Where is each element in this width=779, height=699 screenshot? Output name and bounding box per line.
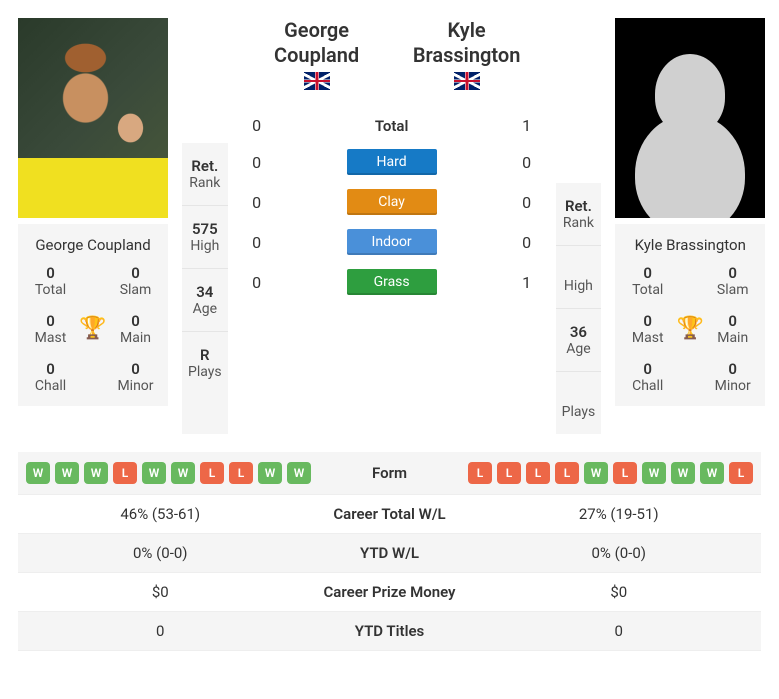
- form-chip: W: [700, 462, 724, 484]
- clay-chip: Clay: [347, 189, 437, 215]
- p2-age: 36Age: [556, 309, 602, 372]
- form-chip: L: [229, 462, 253, 484]
- p2-total: 0Total: [623, 264, 672, 298]
- p2-ytd-wl: 0% (0-0): [485, 544, 754, 562]
- p1-mast: 0Mast: [26, 312, 75, 346]
- h2h-indoor: 0 Indoor 0: [242, 229, 542, 255]
- player2-titles-grid: 0Total 0Slam 0Mast 🏆 0Main 0Chall 0Minor: [623, 264, 757, 394]
- player2-photo: [615, 18, 765, 218]
- p1-chall: 0Chall: [26, 360, 75, 394]
- h2h-total: 0 Total 1: [242, 116, 542, 135]
- p1-form: WWWLWWLLWW: [26, 462, 311, 484]
- form-chip: L: [113, 462, 137, 484]
- p2-form: LLLLWLWWWL: [468, 462, 753, 484]
- player2-stats-card: Ret.Rank High 36Age Plays: [556, 183, 602, 434]
- p2-plays: Plays: [556, 372, 602, 434]
- stats-table: WWWLWWLLWW Form LLLLWLWWWL 46% (53-61) C…: [0, 452, 779, 669]
- p1-total: 0Total: [26, 264, 75, 298]
- player1-column: George Coupland 0Total 0Slam 0Mast 🏆 0Ma…: [18, 18, 168, 434]
- h2h-grass: 0 Grass 1: [242, 269, 542, 295]
- form-chip: W: [142, 462, 166, 484]
- trophy-icon: 🏆: [672, 318, 708, 340]
- row-prize: $0 Career Prize Money $0: [18, 573, 761, 612]
- row-career-wl: 46% (53-61) Career Total W/L 27% (19-51): [18, 495, 761, 534]
- h2h-hard: 0 Hard 0: [242, 149, 542, 175]
- form-chip: L: [497, 462, 521, 484]
- form-chip: L: [613, 462, 637, 484]
- grass-chip: Grass: [347, 269, 437, 295]
- p2-high: High: [556, 246, 602, 309]
- row-ytd-wl: 0% (0-0) YTD W/L 0% (0-0): [18, 534, 761, 573]
- form-chip: L: [200, 462, 224, 484]
- player1-stats-card: Ret.Rank 575High 34Age RPlays: [182, 143, 228, 434]
- p2-rank: Ret.Rank: [556, 183, 602, 246]
- p1-main: 0Main: [111, 312, 160, 346]
- form-chip: W: [26, 462, 50, 484]
- form-chip: W: [642, 462, 666, 484]
- form-chip: W: [671, 462, 695, 484]
- p1-prize: $0: [26, 583, 295, 601]
- player2-titles-card: Kyle Brassington 0Total 0Slam 0Mast 🏆 0M…: [615, 224, 765, 406]
- trophy-icon: 🏆: [75, 318, 111, 340]
- indoor-chip: Indoor: [347, 229, 437, 255]
- p1-rank: Ret.Rank: [182, 143, 228, 206]
- p1-ytd-titles: 0: [26, 622, 295, 640]
- p2-slam: 0Slam: [708, 264, 757, 298]
- form-chip: W: [171, 462, 195, 484]
- top-section: George Coupland 0Total 0Slam 0Mast 🏆 0Ma…: [0, 0, 779, 452]
- form-chip: L: [526, 462, 550, 484]
- form-chip: W: [84, 462, 108, 484]
- h2h-section: 0 Total 1 0 Hard 0 0 Clay 0 0 Indoor 0 0: [242, 102, 542, 309]
- player1-name-small: George Coupland: [26, 236, 160, 254]
- player1-titles-grid: 0Total 0Slam 0Mast 🏆 0Main 0Chall 0Minor: [26, 264, 160, 394]
- p1-ytd-wl: 0% (0-0): [26, 544, 295, 562]
- form-chip: L: [555, 462, 579, 484]
- player1-photo: [18, 18, 168, 218]
- p1-plays: RPlays: [182, 332, 228, 394]
- player1-titles-card: George Coupland 0Total 0Slam 0Mast 🏆 0Ma…: [18, 224, 168, 406]
- form-chip: L: [468, 462, 492, 484]
- p2-minor: 0Minor: [708, 360, 757, 394]
- player2-name-small: Kyle Brassington: [623, 236, 757, 254]
- p2-career-wl: 27% (19-51): [485, 505, 754, 523]
- center-column: George Coupland Kyle Brassington 0 Total…: [242, 18, 542, 434]
- form-chip: W: [55, 462, 79, 484]
- label-career-wl: Career Total W/L: [295, 505, 485, 523]
- p1-high: 575High: [182, 206, 228, 269]
- p1-career-wl: 46% (53-61): [26, 505, 295, 523]
- player2-name-big: Kyle Brassington: [392, 18, 542, 96]
- row-form: WWWLWWLLWW Form LLLLWLWWWL: [18, 452, 761, 495]
- label-prize: Career Prize Money: [295, 583, 485, 601]
- player2-column: Kyle Brassington 0Total 0Slam 0Mast 🏆 0M…: [615, 18, 765, 434]
- p1-minor: 0Minor: [111, 360, 160, 394]
- player1-name-big: George Coupland: [242, 18, 392, 96]
- p2-ytd-titles: 0: [485, 622, 754, 640]
- label-ytd-wl: YTD W/L: [295, 544, 485, 562]
- form-chip: W: [584, 462, 608, 484]
- label-form: Form: [311, 464, 468, 482]
- h2h-clay: 0 Clay 0: [242, 189, 542, 215]
- p2-chall: 0Chall: [623, 360, 672, 394]
- form-chip: W: [258, 462, 282, 484]
- gb-flag-icon: [454, 72, 480, 90]
- form-chip: W: [287, 462, 311, 484]
- form-chip: L: [729, 462, 753, 484]
- label-ytd-titles: YTD Titles: [295, 622, 485, 640]
- row-ytd-titles: 0 YTD Titles 0: [18, 612, 761, 651]
- p2-mast: 0Mast: [623, 312, 672, 346]
- gb-flag-icon: [304, 72, 330, 90]
- p2-main: 0Main: [708, 312, 757, 346]
- names-row: George Coupland Kyle Brassington: [242, 18, 542, 96]
- p1-slam: 0Slam: [111, 264, 160, 298]
- hard-chip: Hard: [347, 149, 437, 175]
- p2-prize: $0: [485, 583, 754, 601]
- p1-age: 34Age: [182, 269, 228, 332]
